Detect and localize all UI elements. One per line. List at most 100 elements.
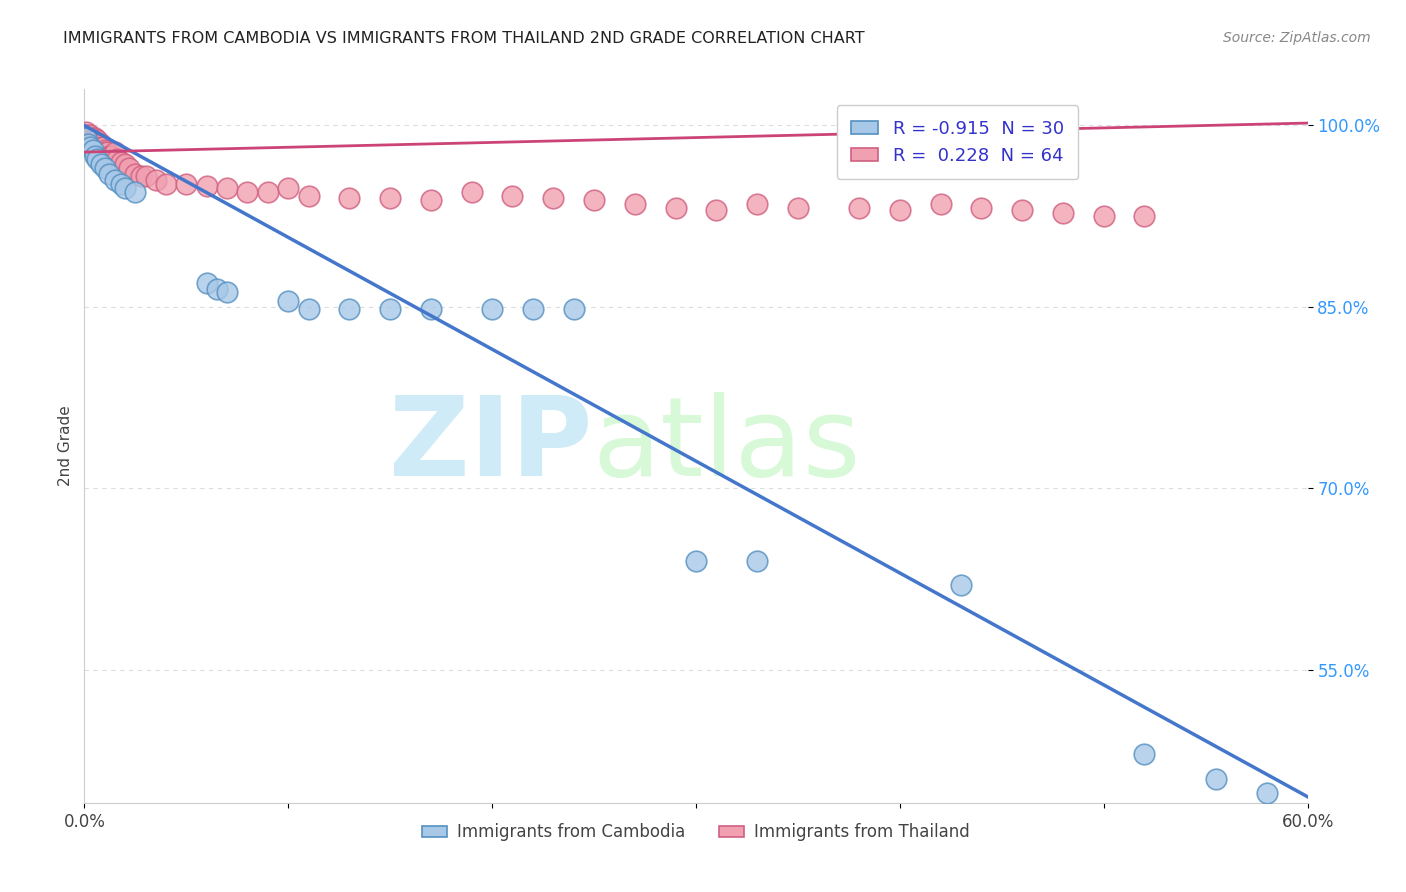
Point — [747, 554, 769, 568]
Point — [97, 167, 120, 181]
Point — [114, 157, 136, 171]
Point — [929, 197, 952, 211]
Point — [124, 167, 146, 181]
Point — [174, 177, 197, 191]
Point — [298, 188, 321, 202]
Point — [339, 191, 361, 205]
Point — [83, 130, 105, 145]
Point — [96, 145, 118, 160]
Point — [685, 554, 707, 568]
Point — [79, 136, 101, 151]
Point — [82, 134, 104, 148]
Point — [83, 136, 105, 151]
Y-axis label: 2nd Grade: 2nd Grade — [58, 406, 73, 486]
Point — [665, 201, 688, 215]
Point — [83, 149, 105, 163]
Point — [502, 188, 524, 202]
Point — [82, 143, 104, 157]
Point — [90, 136, 112, 151]
Point — [217, 285, 239, 300]
Point — [145, 173, 167, 187]
Point — [90, 140, 112, 154]
Point — [83, 133, 105, 147]
Text: IMMIGRANTS FROM CAMBODIA VS IMMIGRANTS FROM THAILAND 2ND GRADE CORRELATION CHART: IMMIGRANTS FROM CAMBODIA VS IMMIGRANTS F… — [63, 31, 865, 46]
Point — [298, 302, 321, 317]
Point — [950, 578, 973, 592]
Point — [583, 194, 606, 208]
Point — [131, 169, 153, 184]
Point — [257, 185, 280, 199]
Point — [195, 276, 218, 290]
Point — [114, 181, 136, 195]
Point — [706, 203, 728, 218]
Point — [747, 197, 769, 211]
Point — [205, 282, 228, 296]
Point — [79, 140, 101, 154]
Point — [236, 185, 259, 199]
Point — [86, 153, 108, 167]
Point — [339, 302, 361, 317]
Point — [110, 154, 132, 169]
Point — [1205, 772, 1227, 786]
Point — [86, 133, 108, 147]
Point — [1092, 209, 1115, 223]
Point — [110, 177, 132, 191]
Point — [1256, 786, 1278, 800]
Point — [82, 137, 104, 152]
Point — [87, 136, 110, 151]
Point — [77, 130, 100, 145]
Point — [104, 145, 127, 160]
Point — [543, 191, 565, 205]
Point — [461, 185, 484, 199]
Text: ZIP: ZIP — [388, 392, 592, 500]
Point — [86, 136, 108, 151]
Point — [420, 194, 443, 208]
Point — [124, 185, 146, 199]
Point — [135, 169, 157, 184]
Point — [104, 173, 127, 187]
Point — [217, 181, 239, 195]
Point — [277, 181, 299, 195]
Point — [93, 161, 115, 175]
Point — [79, 128, 101, 143]
Point — [522, 302, 544, 317]
Point — [93, 145, 115, 160]
Point — [77, 136, 100, 151]
Point — [101, 153, 124, 167]
Point — [87, 140, 110, 154]
Point — [787, 201, 810, 215]
Text: atlas: atlas — [592, 392, 860, 500]
Text: Source: ZipAtlas.com: Source: ZipAtlas.com — [1223, 31, 1371, 45]
Point — [970, 201, 993, 215]
Point — [848, 201, 870, 215]
Point — [97, 149, 120, 163]
Point — [105, 153, 128, 167]
Point — [155, 177, 177, 191]
Point — [1133, 209, 1156, 223]
Point — [75, 128, 97, 143]
Point — [82, 130, 104, 145]
Point — [420, 302, 443, 317]
Point — [75, 124, 97, 138]
Point — [562, 302, 585, 317]
Point — [93, 143, 115, 157]
Point — [481, 302, 503, 317]
Point — [100, 149, 122, 163]
Point — [1052, 205, 1074, 219]
Point — [380, 302, 402, 317]
Point — [624, 197, 647, 211]
Legend: Immigrants from Cambodia, Immigrants from Thailand: Immigrants from Cambodia, Immigrants fro… — [416, 817, 976, 848]
Point — [91, 140, 114, 154]
Point — [1011, 203, 1033, 218]
Point — [1133, 747, 1156, 762]
Point — [118, 161, 141, 175]
Point — [195, 178, 218, 193]
Point — [75, 130, 97, 145]
Point — [380, 191, 402, 205]
Point — [90, 157, 112, 171]
Point — [889, 203, 911, 218]
Point — [79, 133, 101, 147]
Point — [277, 293, 299, 308]
Point — [77, 133, 100, 147]
Point — [77, 136, 100, 151]
